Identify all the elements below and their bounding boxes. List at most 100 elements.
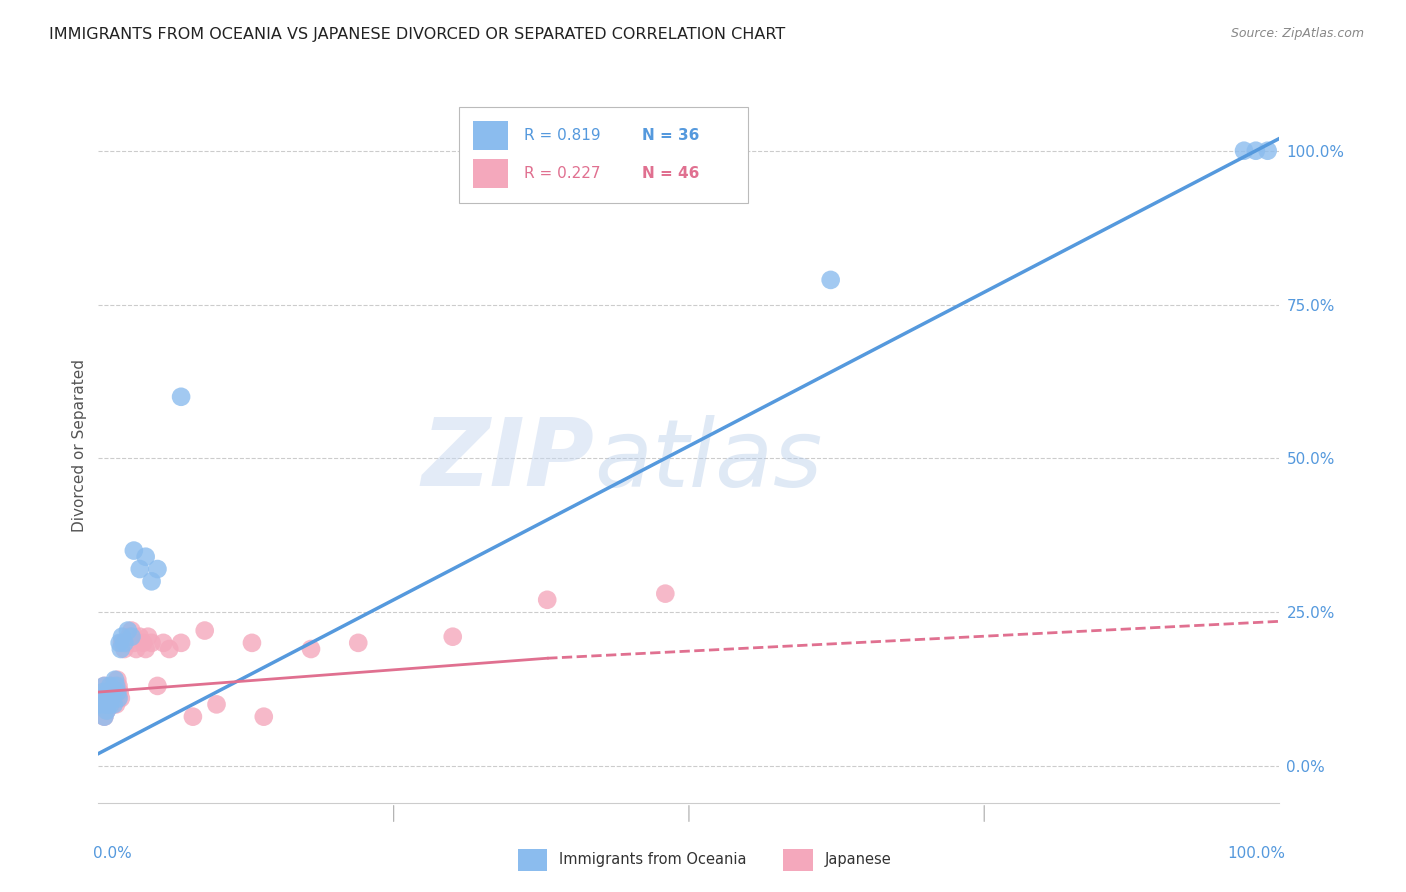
Point (112, 642, 135, 657)
Point (97, 698, 120, 712)
Point (122, 543, 145, 558)
Point (135, 549, 157, 564)
Point (94, 698, 117, 712)
Point (93, 709, 115, 723)
Point (91, 685, 114, 699)
Point (91, 691, 114, 706)
Text: N = 46: N = 46 (641, 166, 699, 181)
Point (100, 691, 122, 706)
Point (1257, 144, 1279, 158)
Point (121, 624, 143, 638)
Text: R = 0.227: R = 0.227 (523, 166, 600, 181)
Point (108, 636, 131, 650)
Point (117, 624, 139, 638)
Point (146, 679, 169, 693)
Point (98, 685, 121, 699)
Text: Source: ZipAtlas.com: Source: ZipAtlas.com (1230, 27, 1364, 40)
Point (347, 636, 370, 650)
Point (118, 630, 141, 644)
Text: Immigrants from Oceania: Immigrants from Oceania (560, 852, 747, 867)
Point (141, 636, 163, 650)
Point (93, 679, 115, 693)
Point (98, 691, 121, 706)
Point (141, 574, 163, 589)
Point (820, 273, 842, 287)
Point (115, 636, 138, 650)
Point (98, 679, 121, 693)
Point (441, 630, 464, 644)
Point (128, 562, 150, 576)
Point (96, 704, 118, 718)
Point (101, 679, 124, 693)
Point (121, 630, 143, 644)
Point (104, 685, 127, 699)
Point (103, 691, 125, 706)
Point (110, 642, 132, 657)
Point (122, 636, 145, 650)
Point (299, 642, 322, 657)
Point (91, 685, 114, 699)
Text: N = 36: N = 36 (641, 128, 699, 143)
Point (98, 691, 121, 706)
Point (100, 698, 122, 712)
Point (128, 630, 150, 644)
Point (90, 698, 112, 712)
Point (654, 587, 676, 601)
Point (105, 673, 128, 687)
Point (103, 698, 125, 712)
Text: atlas: atlas (595, 415, 823, 506)
Point (96, 691, 118, 706)
FancyBboxPatch shape (472, 159, 508, 187)
Y-axis label: Divorced or Separated: Divorced or Separated (72, 359, 87, 533)
Point (90, 698, 112, 712)
Text: ZIP: ZIP (422, 414, 595, 507)
Point (1233, 144, 1256, 158)
Point (105, 679, 128, 693)
Point (536, 592, 558, 607)
Point (101, 685, 124, 699)
Point (96, 691, 118, 706)
Point (97, 698, 120, 712)
FancyBboxPatch shape (472, 121, 508, 150)
Point (94, 698, 117, 712)
Text: R = 0.819: R = 0.819 (523, 128, 600, 143)
Point (157, 642, 180, 657)
Point (170, 636, 193, 650)
Point (1244, 144, 1267, 158)
Point (135, 642, 157, 657)
Point (107, 679, 129, 693)
Point (91, 691, 114, 706)
Point (96, 704, 118, 718)
Point (132, 636, 155, 650)
Point (104, 673, 127, 687)
Point (93, 709, 115, 723)
Point (181, 709, 204, 723)
Text: 100.0%: 100.0% (1227, 846, 1285, 861)
Point (98, 698, 121, 712)
Point (194, 624, 217, 638)
Point (110, 691, 132, 706)
Point (240, 636, 263, 650)
Point (205, 698, 228, 712)
Point (152, 636, 174, 650)
Point (107, 691, 129, 706)
Point (111, 636, 134, 650)
FancyBboxPatch shape (517, 849, 547, 871)
Point (97, 685, 120, 699)
Point (112, 636, 135, 650)
Text: 0.0%: 0.0% (93, 846, 131, 861)
Point (108, 685, 131, 699)
Point (93, 679, 115, 693)
Point (146, 562, 169, 576)
Point (111, 630, 134, 644)
Text: IMMIGRANTS FROM OCEANIA VS JAPANESE DIVORCED OR SEPARATED CORRELATION CHART: IMMIGRANTS FROM OCEANIA VS JAPANESE DIVO… (49, 27, 786, 42)
Point (105, 685, 128, 699)
Point (105, 698, 128, 712)
Point (125, 642, 148, 657)
Point (170, 390, 193, 404)
Text: Japanese: Japanese (825, 852, 891, 867)
FancyBboxPatch shape (783, 849, 813, 871)
Point (253, 709, 276, 723)
Point (136, 630, 159, 644)
FancyBboxPatch shape (458, 107, 748, 203)
